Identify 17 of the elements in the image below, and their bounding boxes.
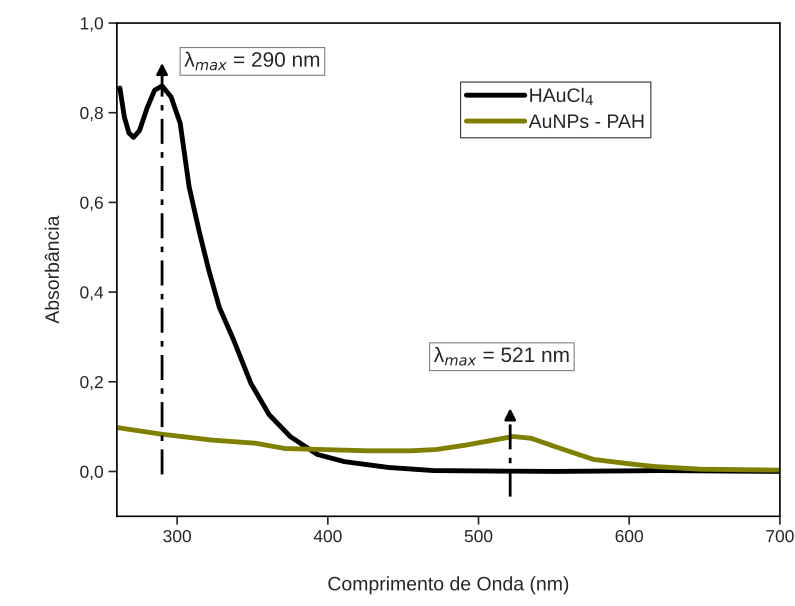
- x-tick-label: 500: [464, 530, 492, 542]
- legend-label: HAuCl$_{4}$: [530, 88, 593, 106]
- y-tick-label: 0,0: [80, 466, 103, 480]
- y-axis-title: Absorbância: [44, 216, 60, 324]
- y-tick-label: 0,8: [80, 106, 103, 122]
- ref-line-label: λ$_{max}$ = 521 nm: [434, 346, 569, 366]
- x-tick-label: 600: [616, 530, 644, 542]
- x-tick-label: 300: [163, 530, 191, 542]
- x-tick-label: 400: [314, 530, 342, 542]
- y-tick-label: 0,4: [80, 286, 104, 301]
- legend-label: AuNPs - PAH: [528, 114, 644, 128]
- y-tick-label: 0,2: [80, 376, 103, 390]
- y-tick-label: 0,6: [80, 196, 103, 211]
- x-tick-label: 700: [766, 530, 794, 542]
- ref-line-label: λ$_{max}$ = 290 nm: [184, 52, 320, 70]
- x-axis-title: Comprimento de Onda (nm): [328, 576, 568, 594]
- y-tick-label: 1,0: [80, 17, 103, 32]
